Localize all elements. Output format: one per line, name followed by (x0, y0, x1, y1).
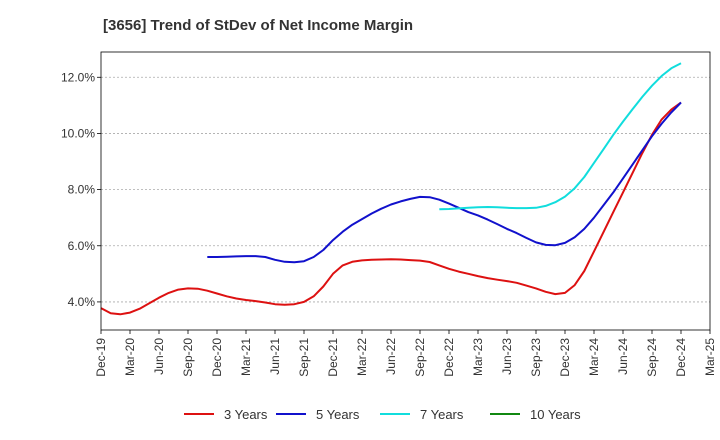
series-line-3-years (100, 101, 682, 316)
x-tick-label: Mar-23 (471, 338, 485, 376)
x-tick-label: Sep-24 (645, 338, 659, 377)
x-tick-label: Mar-25 (703, 338, 717, 376)
x-tick-label: Sep-21 (297, 338, 311, 377)
x-tick-label: Jun-24 (616, 338, 630, 375)
x-tick-label: Jun-23 (500, 338, 514, 375)
x-tick-label: Mar-21 (239, 338, 253, 376)
x-tick-label: Dec-20 (210, 338, 224, 377)
legend-label: 10 Years (530, 407, 581, 422)
chart-title: [3656] Trend of StDev of Net Income Marg… (103, 17, 413, 34)
x-tick-label: Jun-22 (384, 338, 398, 375)
x-tick-label: Sep-20 (181, 338, 195, 377)
plot-lines (100, 62, 682, 316)
x-tick-label: Mar-24 (587, 338, 601, 376)
y-tick-label: 10.0% (61, 126, 95, 140)
y-tick-label: 6.0% (68, 239, 96, 253)
series-line-7-years (439, 62, 682, 211)
grid (97, 76, 710, 303)
x-tick-label: Dec-19 (94, 338, 108, 377)
y-tick-label: 12.0% (61, 70, 95, 84)
x-tick-label: Sep-22 (413, 338, 427, 377)
x-tick-label: Jun-20 (152, 338, 166, 375)
plot-area-frame (100, 51, 711, 331)
x-axis-labels: Dec-19 Mar-20 Jun-20 Sep-20 Dec-20 Mar-21 Jun-… (94, 330, 717, 377)
x-tick-label: Dec-21 (326, 338, 340, 377)
legend-label: 7 Years (420, 407, 464, 422)
x-tick-label: Mar-20 (123, 338, 137, 376)
x-tick-label: Dec-22 (442, 338, 456, 377)
legend: 3 Years 5 Years 7 Years 10 Years (184, 407, 581, 422)
series-line-5-years (207, 101, 682, 264)
y-tick-label: 8.0% (68, 183, 96, 197)
x-tick-label: Dec-24 (674, 338, 688, 377)
y-tick-label: 4.0% (68, 295, 96, 309)
x-tick-label: Jun-21 (268, 338, 282, 375)
x-tick-label: Sep-23 (529, 338, 543, 377)
x-tick-label: Mar-22 (355, 338, 369, 376)
legend-label: 5 Years (316, 407, 360, 422)
y-axis-labels: 4.0% 6.0% 8.0% 10.0% 12.0% (61, 70, 95, 309)
x-tick-label: Dec-23 (558, 338, 572, 377)
legend-label: 3 Years (224, 407, 268, 422)
